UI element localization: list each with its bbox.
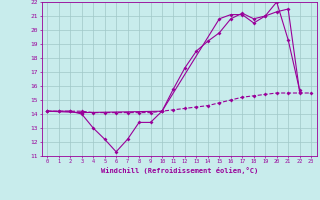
X-axis label: Windchill (Refroidissement éolien,°C): Windchill (Refroidissement éolien,°C) xyxy=(100,167,258,174)
